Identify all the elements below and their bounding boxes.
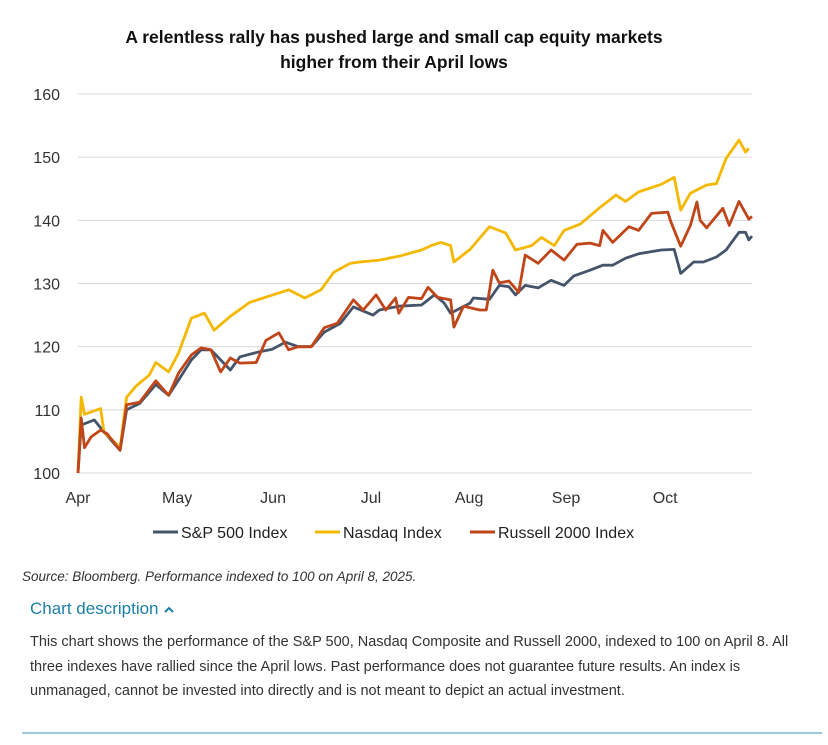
- chevron-up-icon: [164, 606, 174, 613]
- y-tick-label: 140: [33, 213, 60, 230]
- x-tick-label: Jun: [260, 490, 286, 507]
- chart-title: A relentless rally has pushed large and …: [0, 25, 788, 75]
- y-tick-label: 110: [34, 403, 60, 420]
- x-tick-label: Sep: [552, 490, 581, 507]
- chart-title-line: A relentless rally has pushed large and …: [125, 27, 663, 47]
- x-tick-label: Jul: [361, 490, 381, 507]
- divider: [22, 732, 822, 734]
- chart-title-line: higher from their April lows: [280, 52, 508, 72]
- chart-description-label: Chart description: [30, 599, 159, 618]
- legend-label: Nasdaq Index: [343, 525, 442, 542]
- chart-description-toggle[interactable]: Chart description: [30, 599, 175, 619]
- y-tick-label: 120: [33, 340, 60, 357]
- chart-description: This chart shows the performance of the …: [30, 634, 789, 699]
- source-note: Source: Bloomberg. Performance indexed t…: [22, 569, 417, 584]
- series-line-nasdaq-index: [76, 138, 750, 474]
- legend-label: S&P 500 Index: [181, 525, 287, 542]
- y-tick-label: 150: [33, 150, 60, 167]
- x-tick-label: Apr: [66, 490, 92, 507]
- series-line-russell-2000-index: [76, 200, 753, 474]
- x-tick-label: Oct: [653, 490, 678, 507]
- x-tick-label: May: [162, 490, 192, 507]
- x-tick-label: Aug: [455, 490, 483, 507]
- y-tick-label: 160: [33, 87, 60, 104]
- y-tick-label: 100: [33, 466, 60, 483]
- legend-label: Russell 2000 Index: [498, 525, 634, 542]
- line-chart: 100 110 120 130 140 150 160 Apr May Jun Jul Aug Sep O…: [33, 87, 754, 542]
- y-tick-label: 130: [33, 277, 60, 294]
